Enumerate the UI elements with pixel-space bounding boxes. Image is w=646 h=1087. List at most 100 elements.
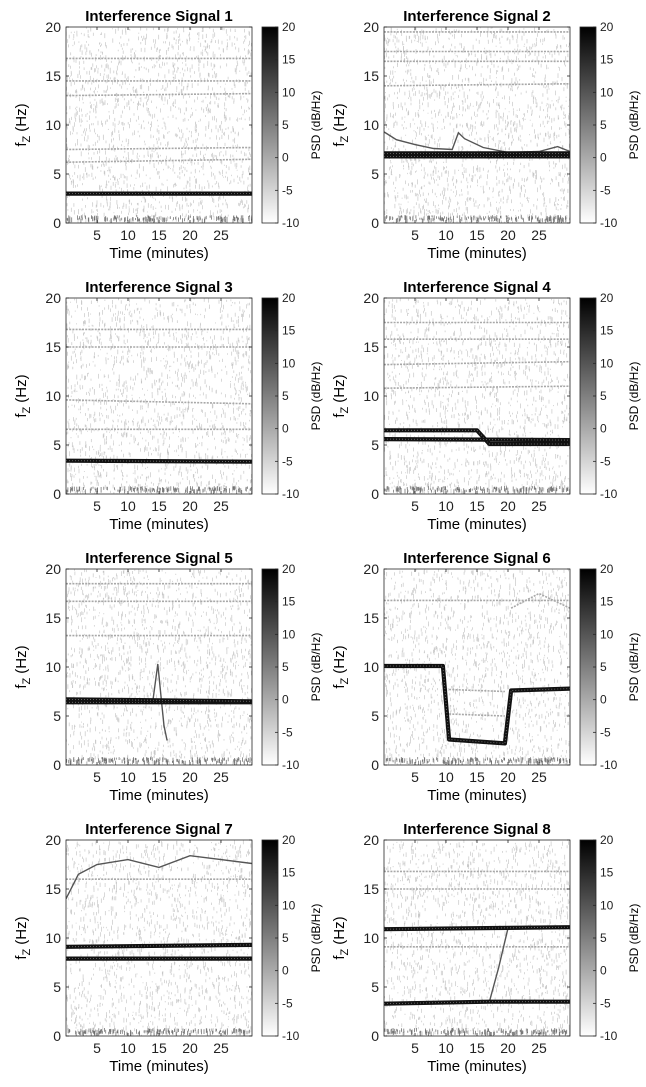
y-axis-label-subscript: Z <box>21 406 33 413</box>
dominant-line-texture <box>384 1001 570 1005</box>
x-tick-label: 25 <box>213 769 229 785</box>
colorbar-tick-label: 20 <box>282 291 296 305</box>
y-axis-label-unit: (Hz) <box>331 645 348 673</box>
faint-harmonic-line <box>66 146 252 151</box>
x-tick-label: 5 <box>93 1040 101 1056</box>
colorbar-tick-label: 10 <box>600 356 614 370</box>
x-tick-label: 5 <box>411 1040 419 1056</box>
colorbar-tick-label: 5 <box>600 118 607 132</box>
faint-harmonic-line <box>449 688 505 693</box>
colorbar-tick-label: 0 <box>282 151 289 165</box>
colorbar-tick-label: 20 <box>600 833 614 847</box>
x-tick-label: 10 <box>120 498 136 514</box>
colorbar-tick-label: 20 <box>600 562 614 576</box>
y-tick-label: 0 <box>371 215 379 231</box>
y-axis-label: fZ (Hz) <box>13 916 33 959</box>
y-axis-label: fZ (Hz) <box>13 645 33 688</box>
colorbar-tick-label: 15 <box>600 324 614 338</box>
x-tick-label: 20 <box>500 498 516 514</box>
colorbar-tick-label: 10 <box>600 898 614 912</box>
colorbar-tick-label: 15 <box>282 324 296 338</box>
x-tick-label: 20 <box>182 769 198 785</box>
panel-title: Interference Signal 3 <box>85 279 233 296</box>
y-tick-label: 5 <box>371 166 379 182</box>
y-tick-label: 5 <box>371 979 379 995</box>
x-tick-label: 20 <box>182 1040 198 1056</box>
y-axis-label-main: f <box>13 413 30 418</box>
colorbar-tick-label: -5 <box>600 725 611 739</box>
colorbar-tick-label: 20 <box>600 20 614 34</box>
y-tick-label: 0 <box>53 486 61 502</box>
colorbar-label: PSD (dB/Hz) <box>309 91 323 160</box>
x-tick-label: 15 <box>151 498 167 514</box>
y-axis-label: fZ (Hz) <box>13 374 33 417</box>
spectrogram-panel-4: Interference Signal 4 5 10 15 20 25 0 5 10 15 20 Ti… <box>331 279 641 533</box>
x-tick-label: 20 <box>500 769 516 785</box>
x-tick-label: 5 <box>411 498 419 514</box>
y-tick-label: 5 <box>53 437 61 453</box>
x-tick-label: 10 <box>438 769 454 785</box>
plot-area <box>66 840 252 1036</box>
y-axis-label-main: f <box>331 413 348 418</box>
spectrogram-panel-5: Interference Signal 5 5 10 15 20 25 0 5 10 15 20 Ti… <box>13 550 323 804</box>
colorbar-tick-label: -5 <box>600 183 611 197</box>
x-tick-label: 15 <box>469 769 485 785</box>
colorbar-tick-label: 15 <box>282 866 296 880</box>
x-axis-label: Time (minutes) <box>427 787 526 804</box>
y-tick-label: 15 <box>45 610 61 626</box>
y-tick-label: 20 <box>363 832 379 848</box>
y-tick-label: 15 <box>363 339 379 355</box>
y-tick-label: 10 <box>363 117 379 133</box>
varying-interference-line <box>66 854 252 900</box>
y-tick-label: 0 <box>371 757 379 773</box>
colorbar-tick-label: -10 <box>282 758 300 772</box>
x-axis-label: Time (minutes) <box>109 1058 208 1075</box>
x-tick-label: 25 <box>213 1040 229 1056</box>
faint-harmonic-line <box>510 592 570 609</box>
colorbar-tick-label: -10 <box>600 487 618 501</box>
colorbar-tick-label: -5 <box>600 996 611 1010</box>
colorbar-tick-label: 0 <box>282 693 289 707</box>
colorbar-tick-label: 10 <box>282 85 296 99</box>
x-tick-label: 5 <box>93 498 101 514</box>
x-axis-label: Time (minutes) <box>109 516 208 533</box>
x-axis-label: Time (minutes) <box>427 245 526 262</box>
dominant-line-texture <box>384 429 570 445</box>
faint-harmonic-line <box>384 385 570 389</box>
x-tick-label: 15 <box>151 1040 167 1056</box>
y-axis-label-unit: (Hz) <box>13 645 30 673</box>
low-frequency-noise <box>384 486 570 494</box>
colorbar-tick-label: -5 <box>282 725 293 739</box>
y-tick-label: 5 <box>53 708 61 724</box>
x-axis-label: Time (minutes) <box>109 787 208 804</box>
y-tick-label: 0 <box>371 486 379 502</box>
x-tick-label: 25 <box>213 227 229 243</box>
colorbar-label: PSD (dB/Hz) <box>627 904 641 973</box>
x-axis-label: Time (minutes) <box>109 245 208 262</box>
y-axis-label-main: f <box>13 684 30 689</box>
colorbar-tick-label: -5 <box>282 183 293 197</box>
x-axis-label: Time (minutes) <box>427 516 526 533</box>
x-tick-label: 20 <box>500 1040 516 1056</box>
colorbar-tick-label: -5 <box>282 454 293 468</box>
y-axis-label-main: f <box>331 142 348 147</box>
colorbar-tick-label: 0 <box>282 964 289 978</box>
colorbar-tick-label: -10 <box>600 216 618 230</box>
colorbar-tick-label: 0 <box>600 693 607 707</box>
dominant-line-texture <box>384 926 570 930</box>
y-tick-label: 15 <box>363 68 379 84</box>
x-tick-label: 10 <box>438 227 454 243</box>
colorbar-tick-label: 10 <box>600 627 614 641</box>
y-tick-label: 10 <box>45 659 61 675</box>
y-axis-label: fZ (Hz) <box>331 103 351 146</box>
x-tick-label: 15 <box>469 1040 485 1056</box>
x-tick-label: 10 <box>120 769 136 785</box>
x-tick-label: 25 <box>213 498 229 514</box>
low-frequency-noise <box>66 215 252 223</box>
faint-harmonic-line <box>66 399 252 405</box>
dominant-line-texture <box>66 460 252 463</box>
y-tick-label: 15 <box>45 881 61 897</box>
dominant-interference-line <box>384 663 570 746</box>
x-tick-label: 15 <box>469 498 485 514</box>
y-tick-label: 10 <box>363 388 379 404</box>
